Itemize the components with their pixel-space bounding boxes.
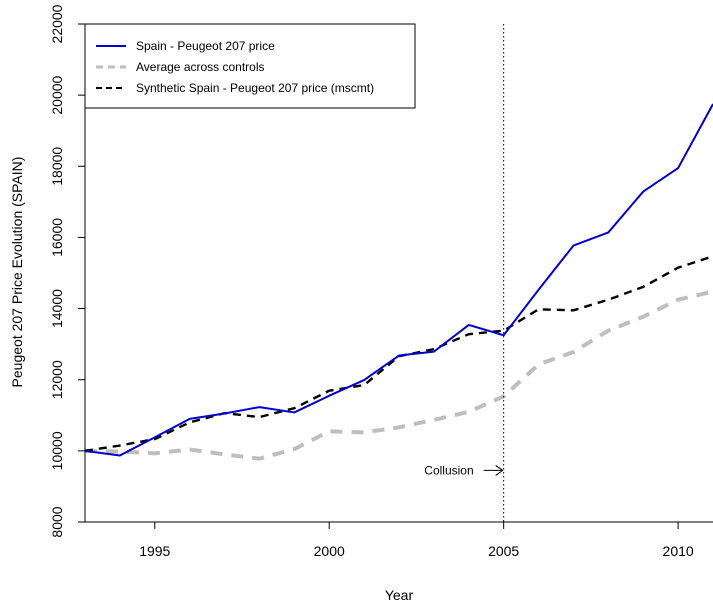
x-tick-label: 2005 (488, 543, 519, 559)
x-tick-label: 2000 (314, 543, 345, 559)
x-axis-label: Year (385, 587, 414, 603)
y-tick-label: 14000 (49, 289, 65, 328)
y-tick-label: 10000 (49, 431, 65, 470)
x-tick-label: 2010 (663, 543, 694, 559)
y-tick-label: 12000 (49, 360, 65, 399)
y-axis-label: Peugeot 207 Price Evolution (SPAIN) (9, 157, 25, 388)
x-tick-label: 1995 (139, 543, 170, 559)
y-tick-label: 18000 (49, 147, 65, 186)
legend-box (84, 23, 416, 109)
legend-label: Spain - Peugeot 207 price (136, 39, 275, 53)
series-line-synthetic-spain (85, 255, 713, 453)
legend: Spain - Peugeot 207 price Average across … (84, 23, 416, 109)
y-tick-label: 20000 (49, 75, 65, 114)
series-layer (85, 103, 713, 461)
series-line-spain-price (85, 103, 713, 457)
y-tick-label: 8000 (49, 506, 65, 537)
annotation-layer: Collusion (424, 463, 504, 477)
legend-label: Average across controls (136, 60, 265, 74)
collusion-annotation-label: Collusion (424, 463, 473, 477)
y-tick-label: 16000 (49, 218, 65, 257)
legend-label: Synthetic Spain - Peugeot 207 price (msc… (136, 81, 374, 95)
tick-labels: 1995 2000 2005 2010 8000 10000 12000 14000 16000… (49, 4, 694, 559)
collusion-arrow-head (495, 465, 504, 476)
plot-area (85, 103, 713, 461)
y-tick-label: 22000 (49, 4, 65, 43)
series-line-average-controls (85, 289, 713, 461)
